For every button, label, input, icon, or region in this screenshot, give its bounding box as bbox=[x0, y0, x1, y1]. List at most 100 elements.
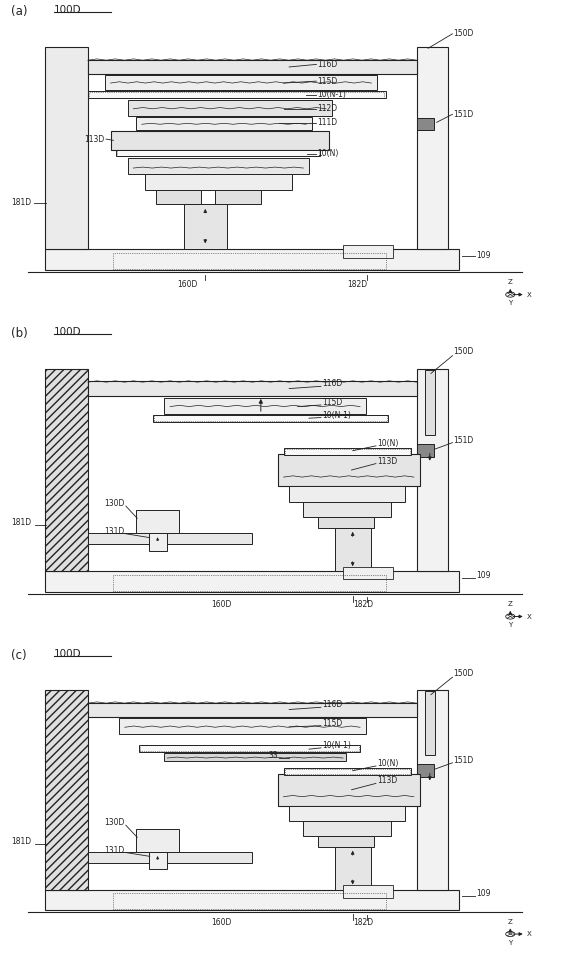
Text: 10(N-1): 10(N-1) bbox=[322, 741, 351, 750]
Text: (c): (c) bbox=[11, 649, 27, 661]
Text: 109: 109 bbox=[476, 889, 491, 898]
Text: 115D: 115D bbox=[322, 719, 342, 727]
Bar bbox=[318, 836, 374, 847]
Bar bbox=[45, 572, 459, 592]
Bar bbox=[417, 444, 434, 457]
Text: 113D: 113D bbox=[377, 776, 397, 785]
Text: 130D: 130D bbox=[104, 499, 125, 508]
Text: 10(N): 10(N) bbox=[377, 439, 399, 448]
Text: X: X bbox=[527, 931, 532, 937]
Bar bbox=[154, 415, 387, 422]
Bar bbox=[289, 805, 405, 822]
Bar bbox=[335, 528, 371, 572]
Bar bbox=[45, 369, 88, 572]
Bar bbox=[116, 150, 320, 156]
Text: 116D: 116D bbox=[322, 380, 342, 388]
Text: 151D: 151D bbox=[454, 755, 474, 765]
Text: 10(N): 10(N) bbox=[318, 149, 339, 159]
Text: Y: Y bbox=[508, 623, 513, 628]
Text: 116D: 116D bbox=[318, 60, 338, 69]
Text: 116D: 116D bbox=[322, 701, 342, 709]
Bar bbox=[156, 190, 201, 205]
Text: 112D: 112D bbox=[318, 105, 337, 113]
Text: 113D: 113D bbox=[84, 135, 105, 143]
Text: 115D: 115D bbox=[322, 398, 342, 407]
Bar bbox=[285, 769, 410, 775]
Bar bbox=[153, 414, 388, 422]
Text: X: X bbox=[527, 291, 532, 298]
Text: 181D: 181D bbox=[11, 518, 31, 527]
Bar bbox=[284, 768, 411, 775]
Bar bbox=[318, 517, 374, 528]
Text: 10(N): 10(N) bbox=[377, 759, 399, 768]
Text: 151D: 151D bbox=[454, 110, 474, 119]
Bar bbox=[285, 449, 410, 455]
Bar bbox=[113, 575, 386, 591]
Bar bbox=[417, 764, 434, 777]
Text: 131D: 131D bbox=[104, 527, 125, 536]
Bar bbox=[119, 719, 366, 734]
Bar bbox=[105, 75, 377, 90]
Text: Z: Z bbox=[508, 279, 513, 285]
Bar bbox=[136, 829, 179, 851]
Text: 109: 109 bbox=[476, 252, 491, 260]
Bar bbox=[164, 398, 366, 413]
Bar bbox=[45, 890, 459, 910]
Bar bbox=[425, 370, 435, 434]
Text: 113D: 113D bbox=[377, 456, 397, 465]
Text: 181D: 181D bbox=[11, 837, 31, 846]
Bar bbox=[289, 486, 405, 503]
Text: Y: Y bbox=[508, 940, 513, 946]
Text: 150D: 150D bbox=[454, 669, 474, 678]
Bar bbox=[145, 174, 292, 190]
Text: 160D: 160D bbox=[211, 600, 231, 609]
Text: 182D: 182D bbox=[353, 600, 373, 609]
Bar bbox=[45, 47, 88, 250]
Bar bbox=[113, 893, 386, 909]
Bar bbox=[343, 567, 393, 579]
Bar bbox=[164, 753, 346, 761]
Bar bbox=[88, 532, 252, 544]
Bar bbox=[278, 454, 420, 486]
Bar bbox=[425, 691, 435, 755]
Bar bbox=[417, 690, 448, 890]
Text: Z: Z bbox=[508, 919, 513, 924]
Bar bbox=[343, 245, 393, 258]
Text: 100D: 100D bbox=[54, 649, 82, 658]
Bar bbox=[278, 774, 420, 805]
Text: 100D: 100D bbox=[54, 5, 82, 14]
Bar bbox=[417, 369, 448, 572]
Bar bbox=[89, 91, 384, 98]
Bar bbox=[45, 250, 459, 270]
Text: 182D: 182D bbox=[347, 281, 367, 289]
Text: 109: 109 bbox=[476, 571, 491, 579]
Bar bbox=[113, 253, 386, 269]
Bar bbox=[88, 851, 252, 863]
Bar bbox=[149, 532, 167, 551]
Bar bbox=[136, 117, 312, 131]
Text: 111D: 111D bbox=[318, 118, 337, 128]
Text: 151D: 151D bbox=[454, 435, 474, 445]
Text: 130D: 130D bbox=[104, 818, 125, 827]
Bar bbox=[215, 190, 261, 205]
Text: 150D: 150D bbox=[454, 29, 474, 38]
Text: 131D: 131D bbox=[104, 846, 125, 854]
Text: 10(N-1): 10(N-1) bbox=[318, 90, 346, 100]
Bar bbox=[417, 117, 434, 131]
Bar bbox=[88, 702, 417, 717]
Text: 160D: 160D bbox=[211, 918, 231, 926]
Bar bbox=[88, 382, 417, 396]
Bar bbox=[88, 60, 417, 74]
Text: X: X bbox=[527, 613, 532, 620]
Text: 182D: 182D bbox=[353, 918, 373, 926]
Bar bbox=[417, 47, 448, 250]
Bar bbox=[140, 746, 359, 752]
Bar bbox=[335, 847, 371, 890]
Text: 10(N-1): 10(N-1) bbox=[322, 410, 351, 420]
Bar bbox=[128, 158, 309, 174]
Bar bbox=[117, 150, 319, 156]
Text: Z: Z bbox=[508, 601, 513, 607]
Bar bbox=[184, 205, 227, 250]
Bar bbox=[303, 822, 391, 836]
Bar bbox=[88, 91, 386, 98]
